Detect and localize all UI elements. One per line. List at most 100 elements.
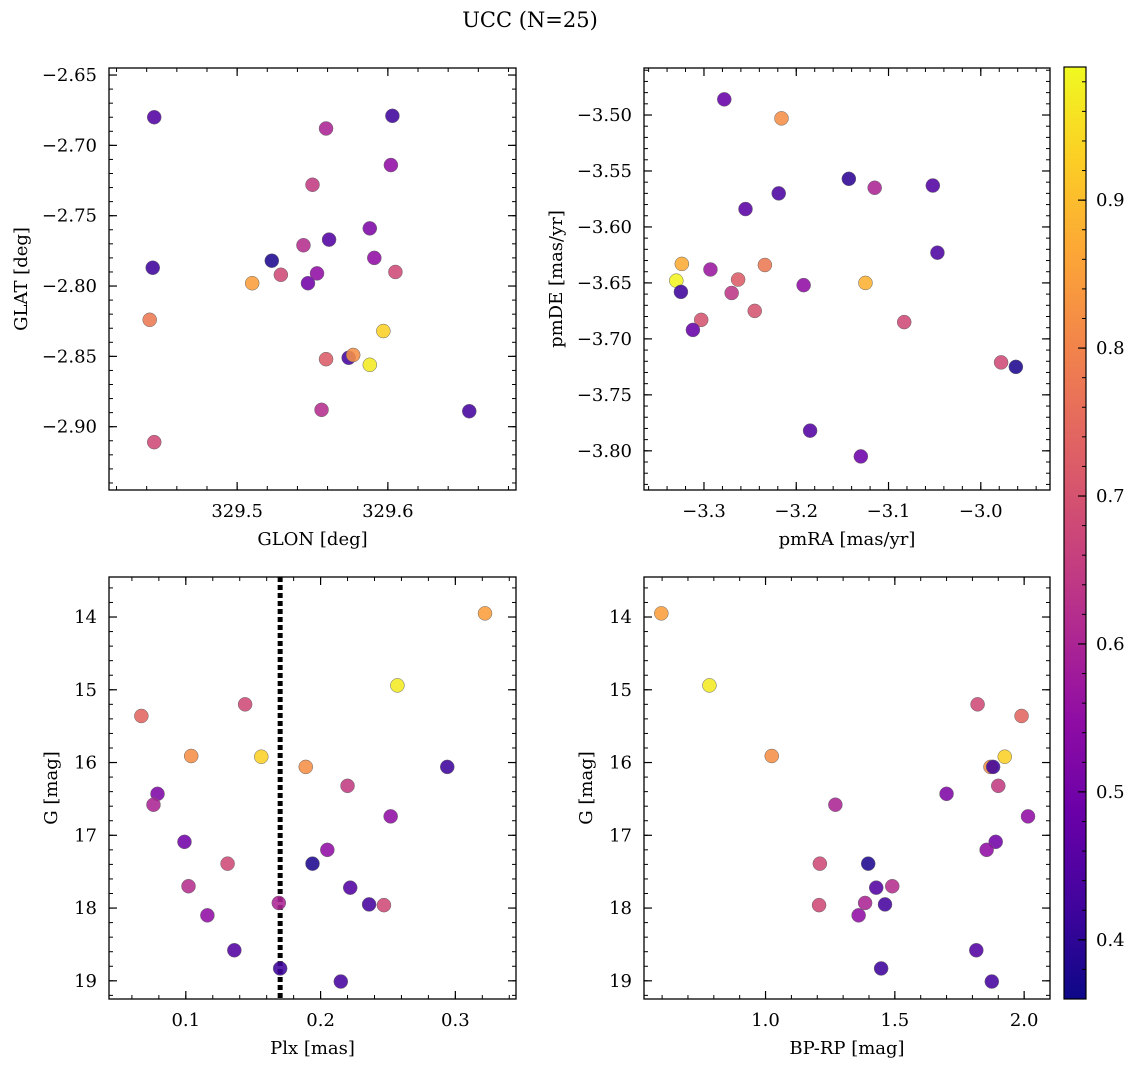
panel-glon-glat: 329.5 329.6 −2.65 −2.70 −2.75 −2.80 −2.85 −2.90… — [11, 65, 517, 550]
data-point — [264, 253, 280, 268]
data-point — [340, 778, 355, 794]
data-point — [860, 856, 876, 871]
data-point — [362, 357, 378, 373]
data-point — [177, 834, 192, 850]
data-point — [693, 312, 709, 328]
y-tick-label: 19 — [609, 971, 632, 992]
data-point — [333, 974, 349, 989]
data-point — [717, 92, 732, 107]
data-point — [685, 322, 701, 338]
colorbar-gradient — [1063, 66, 1087, 1000]
panels: 329.5 329.6 −2.65 −2.70 −2.75 −2.80 −2.85 −2.90… — [11, 65, 1051, 1059]
data-point — [390, 678, 405, 693]
x-tick-label: 0.3 — [441, 1010, 470, 1031]
data-point — [939, 786, 954, 802]
y-axis-label: GLAT [deg] — [11, 227, 32, 331]
colorbar-tick-label: 0.7 — [1096, 486, 1125, 507]
colorbar: 0.4 0.5 0.6 0.7 0.8 0.9 — [1063, 66, 1125, 1000]
data-point — [877, 897, 893, 912]
data-point — [868, 880, 884, 895]
data-point — [383, 809, 398, 824]
data-point — [991, 778, 1006, 794]
data-point — [318, 351, 334, 367]
y-tick-label: −2.65 — [42, 65, 97, 86]
y-tick-label: −3.50 — [577, 105, 632, 126]
data-point — [477, 606, 493, 621]
data-point — [388, 264, 403, 280]
data-point — [764, 748, 779, 764]
data-point — [134, 708, 149, 724]
x-tick-label: −3.1 — [867, 501, 911, 522]
data-point — [796, 277, 811, 293]
data-point — [385, 108, 400, 124]
data-point — [440, 759, 455, 775]
data-point — [320, 842, 335, 858]
data-point — [702, 678, 717, 693]
data-point — [309, 266, 325, 281]
y-tick-label: 14 — [74, 607, 97, 628]
data-point — [747, 303, 762, 319]
data-point — [361, 897, 377, 912]
y-tick-label: 15 — [609, 680, 632, 701]
data-point — [254, 749, 269, 764]
data-point — [930, 245, 945, 260]
data-point — [984, 974, 1000, 989]
data-point — [674, 256, 690, 272]
data-point — [851, 908, 866, 923]
colorbar-tick-label: 0.6 — [1096, 634, 1125, 655]
x-axis-label: Plx [mas] — [270, 1038, 355, 1059]
data-point — [272, 961, 288, 976]
x-axis-label: pmRA [mas/yr] — [779, 529, 916, 550]
colorbar-tick-label: 0.9 — [1096, 190, 1125, 211]
y-tick-label: −3.75 — [577, 385, 632, 406]
data-point — [1008, 359, 1024, 375]
data-point — [1014, 708, 1029, 724]
data-point — [227, 943, 242, 958]
data-point — [730, 272, 746, 287]
y-tick-label: 15 — [74, 680, 97, 701]
colorbar-tick-label: 0.8 — [1096, 338, 1125, 359]
x-tick-label: 1.0 — [751, 1010, 780, 1031]
data-point — [318, 121, 334, 136]
y-tick-label: 18 — [74, 898, 97, 919]
y-tick-label: 16 — [74, 753, 97, 774]
data-point — [314, 402, 329, 418]
colorbar-tick-label: 0.4 — [1096, 930, 1125, 951]
data-point — [367, 250, 382, 266]
colorbar-tick-label: 0.5 — [1096, 782, 1125, 803]
x-tick-label: −3.0 — [959, 501, 1003, 522]
data-point — [896, 314, 912, 330]
x-axis-label: BP-RP [mag] — [789, 1038, 904, 1059]
x-axis-label: GLON [deg] — [257, 529, 367, 550]
data-point — [146, 797, 161, 812]
data-point — [273, 267, 289, 283]
y-tick-label: 14 — [609, 607, 632, 628]
data-point — [841, 171, 857, 187]
y-tick-label: 19 — [74, 971, 97, 992]
data-point — [362, 221, 378, 236]
data-point — [828, 797, 843, 812]
data-point — [757, 257, 773, 273]
data-point — [376, 323, 391, 339]
data-point — [1020, 809, 1036, 824]
data-point — [383, 157, 399, 173]
y-tick-label: 18 — [609, 898, 632, 919]
data-point — [345, 347, 361, 363]
axes-frame — [643, 576, 1051, 1000]
data-point — [146, 109, 162, 125]
data-point — [244, 275, 260, 291]
data-point — [462, 403, 477, 419]
data-point — [738, 201, 753, 217]
data-point — [771, 186, 786, 201]
data-point — [853, 449, 869, 464]
data-point — [200, 908, 215, 923]
y-tick-label: −3.60 — [577, 217, 632, 238]
data-point — [979, 842, 994, 858]
data-point — [142, 312, 157, 328]
y-tick-label: −2.90 — [42, 417, 97, 438]
x-tick-label: 329.6 — [362, 501, 414, 522]
y-tick-label: 16 — [609, 753, 632, 774]
x-tick-label: 2.0 — [1010, 1010, 1039, 1031]
y-axis-label: G [mag] — [41, 751, 62, 824]
